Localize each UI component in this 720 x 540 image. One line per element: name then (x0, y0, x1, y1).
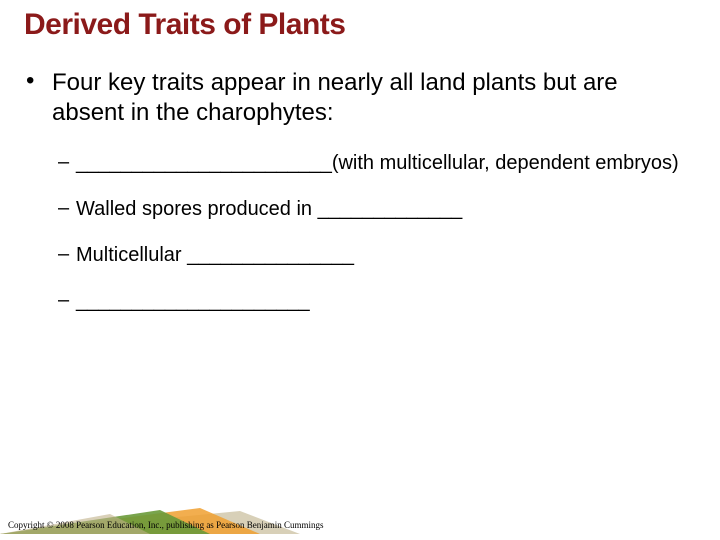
bullet-level1: • Four key traits appear in nearly all l… (26, 68, 696, 128)
copyright-text: Copyright © 2008 Pearson Education, Inc.… (8, 520, 324, 530)
bullet-level2: – Multicellular _______________ (58, 242, 696, 268)
slide: Derived Traits of Plants • Four key trai… (0, 0, 720, 540)
dash-icon: – (58, 242, 76, 266)
bullet-level2: – _____________________ (58, 288, 696, 314)
dash-icon: – (58, 288, 76, 312)
slide-title: Derived Traits of Plants (24, 8, 696, 42)
bullet-level1-text: Four key traits appear in nearly all lan… (52, 68, 696, 128)
bullet-level2-text: Multicellular _______________ (76, 242, 354, 268)
bullet-dot-icon: • (26, 68, 52, 94)
slide-body: • Four key traits appear in nearly all l… (24, 68, 696, 314)
dash-icon: – (58, 196, 76, 220)
bullet-level2: – _______________________(with multicell… (58, 150, 696, 176)
dash-icon: – (58, 150, 76, 174)
bullet-level2-text: _______________________(with multicellul… (76, 150, 679, 176)
bullet-level2-text: Walled spores produced in _____________ (76, 196, 462, 222)
bullet-level2-text: _____________________ (76, 288, 310, 314)
bullet-level2: – Walled spores produced in ____________… (58, 196, 696, 222)
